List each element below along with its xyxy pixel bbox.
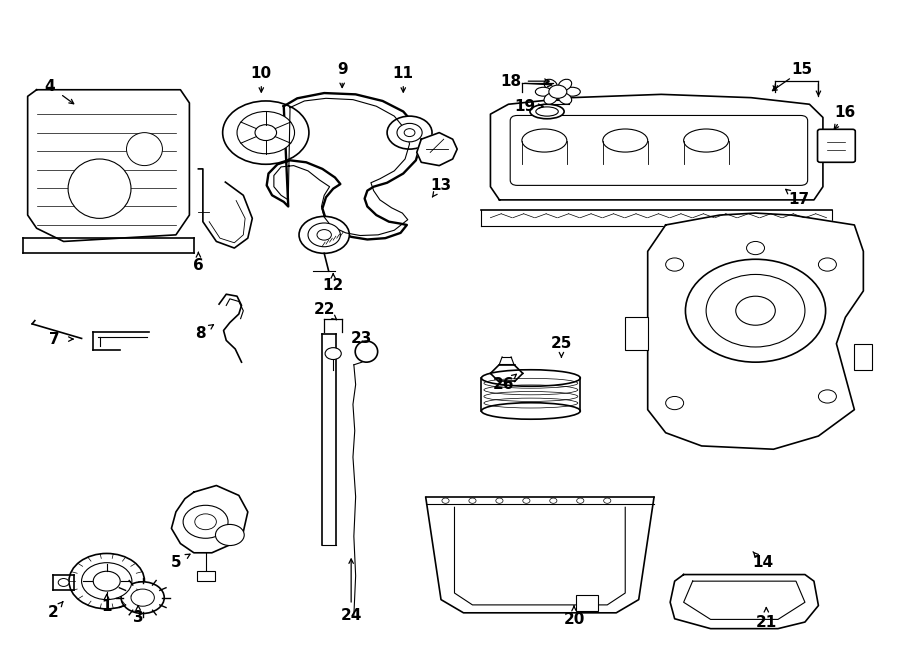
Text: 13: 13: [430, 178, 452, 193]
Circle shape: [397, 124, 422, 142]
Bar: [626, 317, 648, 350]
Polygon shape: [670, 574, 818, 629]
Text: 17: 17: [788, 192, 809, 208]
Circle shape: [666, 397, 684, 410]
Circle shape: [746, 241, 764, 254]
Circle shape: [183, 505, 228, 538]
Circle shape: [442, 498, 449, 503]
Ellipse shape: [530, 104, 564, 119]
Circle shape: [317, 229, 331, 240]
Text: 26: 26: [493, 377, 515, 392]
Ellipse shape: [536, 107, 558, 116]
Circle shape: [736, 296, 775, 325]
Polygon shape: [28, 90, 189, 241]
Text: 6: 6: [193, 258, 203, 274]
Text: 14: 14: [752, 555, 773, 570]
Text: 9: 9: [337, 62, 347, 77]
Circle shape: [58, 578, 69, 586]
Text: 16: 16: [835, 105, 856, 120]
Text: 8: 8: [195, 327, 205, 341]
Ellipse shape: [564, 87, 580, 96]
Circle shape: [82, 563, 132, 600]
Text: 25: 25: [551, 336, 572, 351]
Ellipse shape: [603, 129, 648, 152]
Polygon shape: [171, 486, 248, 553]
Ellipse shape: [544, 79, 557, 91]
Circle shape: [237, 112, 294, 154]
Circle shape: [666, 258, 684, 271]
Circle shape: [325, 348, 341, 360]
Ellipse shape: [68, 159, 131, 218]
Ellipse shape: [558, 93, 572, 104]
Bar: [854, 344, 872, 370]
Ellipse shape: [684, 129, 729, 152]
Text: 20: 20: [563, 612, 585, 627]
Text: 3: 3: [133, 610, 143, 625]
Circle shape: [523, 498, 530, 503]
Circle shape: [94, 571, 121, 591]
Ellipse shape: [482, 369, 580, 386]
Circle shape: [255, 125, 276, 141]
Circle shape: [577, 498, 584, 503]
Ellipse shape: [536, 87, 552, 96]
Circle shape: [387, 116, 432, 149]
Ellipse shape: [522, 129, 567, 152]
Circle shape: [818, 258, 836, 271]
Polygon shape: [426, 497, 654, 613]
Polygon shape: [648, 213, 863, 449]
Text: 2: 2: [48, 605, 58, 620]
Circle shape: [215, 524, 244, 545]
Circle shape: [299, 216, 349, 253]
Text: 4: 4: [45, 79, 56, 94]
FancyBboxPatch shape: [510, 116, 807, 185]
Ellipse shape: [544, 93, 557, 104]
Bar: [196, 571, 214, 581]
Text: 5: 5: [171, 555, 181, 570]
Text: 18: 18: [500, 73, 522, 89]
Circle shape: [222, 101, 309, 165]
Circle shape: [69, 553, 145, 609]
Ellipse shape: [482, 403, 580, 419]
Circle shape: [122, 582, 164, 613]
Circle shape: [404, 129, 415, 137]
Polygon shape: [491, 95, 823, 200]
Text: 23: 23: [351, 331, 373, 346]
Text: 1: 1: [102, 599, 112, 613]
Ellipse shape: [127, 133, 162, 166]
Text: 22: 22: [313, 302, 335, 317]
Ellipse shape: [558, 79, 572, 91]
Text: 19: 19: [514, 98, 536, 114]
Circle shape: [308, 223, 340, 247]
Text: 15: 15: [792, 62, 813, 77]
Bar: [576, 595, 598, 611]
Ellipse shape: [356, 341, 378, 362]
Circle shape: [496, 498, 503, 503]
Circle shape: [131, 589, 155, 606]
Circle shape: [706, 274, 805, 347]
FancyBboxPatch shape: [817, 130, 855, 163]
Circle shape: [686, 259, 825, 362]
Circle shape: [604, 498, 611, 503]
Text: 21: 21: [756, 615, 777, 629]
Polygon shape: [266, 93, 421, 239]
Circle shape: [469, 498, 476, 503]
Circle shape: [550, 498, 557, 503]
Text: 24: 24: [340, 608, 362, 623]
Circle shape: [818, 390, 836, 403]
Text: 12: 12: [322, 278, 344, 293]
Text: 7: 7: [50, 332, 60, 346]
Text: 10: 10: [251, 65, 272, 81]
Text: 11: 11: [392, 65, 414, 81]
Circle shape: [194, 514, 216, 529]
Polygon shape: [417, 133, 457, 166]
Circle shape: [549, 85, 567, 98]
